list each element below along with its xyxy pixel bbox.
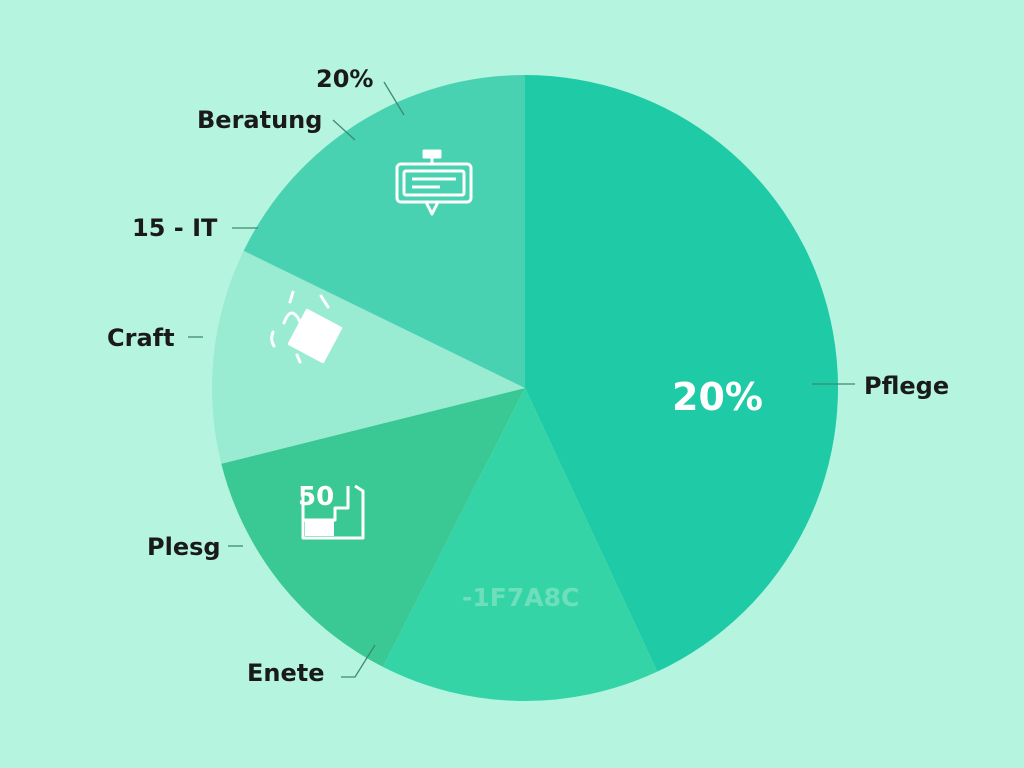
- label-code: -1F7A8C: [462, 583, 579, 612]
- box-icon: 50: [298, 482, 365, 540]
- pie-slice-craft: [211, 250, 525, 464]
- label-craft: Craft: [107, 324, 175, 352]
- label-enete: Enete: [247, 659, 325, 687]
- label-top-percent: 20%: [316, 65, 373, 93]
- leader-top-percent: [383, 81, 405, 116]
- label-plesg: Plesg: [147, 533, 221, 561]
- pie-slice-enete: [382, 388, 658, 701]
- pie-slices: [211, 75, 838, 701]
- label-pflege: Pflege: [864, 372, 949, 400]
- label-beratung: Beratung: [197, 106, 322, 134]
- label-it: 15 - IT: [132, 214, 218, 242]
- pie-slice-15-it: [243, 75, 525, 388]
- hand-card-icon: [270, 290, 343, 364]
- label-center-percent: 20%: [672, 375, 763, 419]
- leader-enete: [341, 644, 376, 678]
- pie-slice-plesg: [221, 388, 526, 667]
- pie-slice-pflege: [525, 75, 838, 672]
- easel-icon: [395, 149, 473, 216]
- leader-beratung: [332, 119, 356, 141]
